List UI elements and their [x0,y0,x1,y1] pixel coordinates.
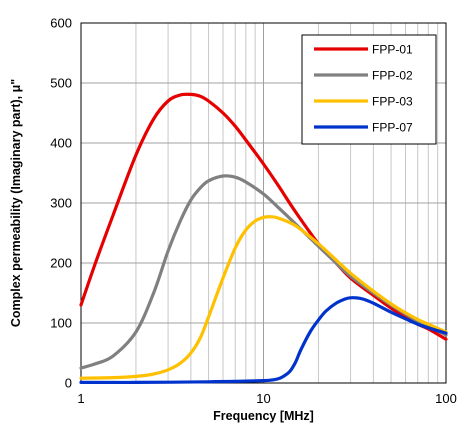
y-tick-label: 200 [50,256,72,271]
y-tick-label: 600 [50,16,72,31]
series-group [79,92,448,385]
x-tick-label: 1 [77,391,84,406]
legend: FPP-01 FPP-02 FPP-03 FPP-07 [301,34,437,145]
legend-label: FPP-03 [372,95,413,109]
y-axis-title: Complex permeability (Imaginary part), μ… [9,79,23,327]
y-tick-label: 100 [50,316,72,331]
y-tick-label: 300 [50,196,72,211]
plot-area-border [80,22,447,384]
legend-label: FPP-02 [372,69,413,83]
series-line-fpp-07 [79,296,448,385]
y-tick-label: 400 [50,136,72,151]
y-tick-label: 500 [50,76,72,91]
legend-label: FPP-07 [372,121,413,135]
series-line-fpp-01 [79,92,448,341]
x-tick-label: 10 [256,391,270,406]
legend-label: FPP-01 [372,43,413,57]
y-tick-label: 0 [65,376,72,391]
tick-labels: 0 100 200 300 400 500 600 1 10 100 [50,16,457,407]
series-line-fpp-03 [79,215,448,380]
x-tick-label: 100 [435,391,457,406]
x-axis-title: Frequency [MHz] [213,409,314,423]
